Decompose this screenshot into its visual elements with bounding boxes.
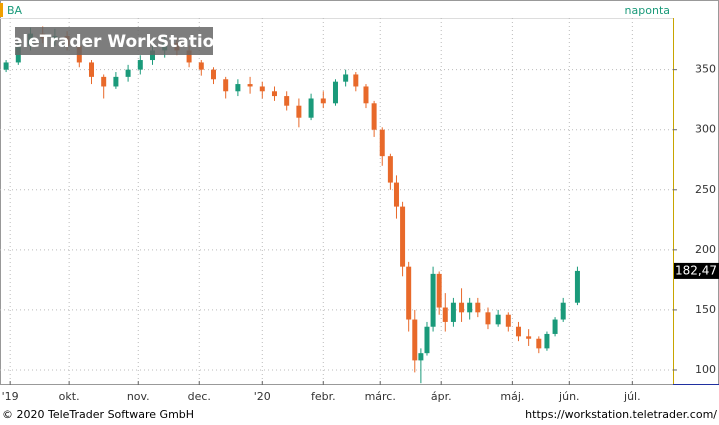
candle-body (450, 302, 456, 322)
candle-body (223, 79, 229, 92)
candle-body (101, 76, 107, 87)
candle-body (371, 103, 377, 130)
candle-body (495, 314, 501, 325)
candle-body (459, 302, 465, 313)
candle-body (424, 326, 430, 354)
last-value-box (674, 262, 719, 279)
candle-body (284, 96, 290, 106)
x-tick-label: '19 (2, 390, 19, 403)
x-tick-label: júl. (623, 390, 641, 403)
candle-body (271, 91, 277, 97)
last-value-label: 182,47 (675, 263, 717, 277)
candle-body (235, 84, 241, 92)
candle-body (259, 86, 265, 92)
candle-body (363, 86, 369, 104)
candle-body (247, 84, 253, 87)
frame (0, 0, 719, 385)
candle-body (552, 319, 558, 334)
candle-body (475, 302, 481, 313)
candle-body (560, 302, 566, 320)
candle-body (379, 129, 385, 157)
candle-body (332, 81, 338, 104)
interval-label: naponta (625, 4, 670, 17)
candle-body (210, 69, 216, 80)
candle-body (430, 273, 436, 327)
x-tick-label: dec. (188, 390, 211, 403)
x-tick-label: '20 (254, 390, 271, 403)
candle-body (400, 206, 406, 267)
candle-body (387, 156, 393, 183)
grid (0, 18, 673, 385)
candle-body (113, 76, 119, 87)
candle-body (574, 270, 580, 303)
candle-body (137, 60, 143, 70)
candle-body (406, 266, 412, 320)
candle-body (186, 50, 192, 63)
candle-body (418, 353, 424, 361)
y-tick-label: 100 (695, 363, 716, 376)
symbol-label: BA (7, 4, 23, 17)
candle-body (308, 98, 314, 118)
x-tick-label: ápr. (431, 390, 452, 403)
candle-body (320, 98, 326, 104)
candle-body (515, 326, 521, 337)
candle-body (505, 314, 511, 327)
x-tick-label: okt. (59, 390, 80, 403)
x-tick-label: febr. (311, 390, 336, 403)
candle-body (442, 307, 448, 322)
x-tick-label: márc. (365, 390, 396, 403)
y-tick-label: 200 (695, 243, 716, 256)
candle-body (436, 273, 442, 308)
candle-body (544, 333, 550, 349)
candle-body (393, 182, 399, 207)
candle-body (526, 336, 532, 339)
candle-body (198, 62, 204, 70)
y-tick-label: 300 (695, 123, 716, 136)
candle-body (125, 69, 131, 77)
x-tick-label: máj. (500, 390, 524, 403)
y-tick-label: 150 (695, 303, 716, 316)
watermark-box (15, 27, 213, 55)
candle-body (3, 62, 9, 70)
candle-body (353, 74, 359, 87)
y-tick-label: 250 (695, 183, 716, 196)
watermark: TeleTrader WorkStation (2, 32, 227, 52)
candle-body (412, 319, 418, 361)
y-tick-label: 350 (695, 63, 716, 76)
url: https://workstation.teletrader.com/ (525, 408, 717, 421)
candle-body (536, 338, 542, 349)
candle-body (88, 62, 94, 77)
x-tick-label: nov. (127, 390, 150, 403)
candle-body (467, 302, 473, 313)
candle-body (485, 312, 491, 325)
x-tick-label: jún. (558, 390, 580, 403)
candle-body (149, 50, 155, 61)
candle-body (296, 105, 302, 118)
series-marker (0, 3, 3, 17)
candle-body (343, 74, 349, 82)
copyright: © 2020 TeleTrader Software GmbH (2, 408, 194, 421)
